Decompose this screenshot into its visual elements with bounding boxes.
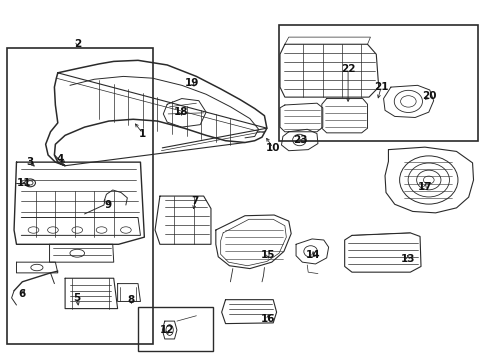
Text: 21: 21 — [374, 82, 389, 92]
Bar — [138, 307, 214, 351]
Text: 16: 16 — [261, 314, 275, 324]
Text: 1: 1 — [139, 129, 147, 139]
Text: 12: 12 — [160, 325, 174, 335]
Text: 7: 7 — [192, 197, 199, 206]
Text: 6: 6 — [19, 289, 26, 299]
Text: 3: 3 — [26, 157, 34, 167]
Text: 11: 11 — [17, 178, 31, 188]
Text: 10: 10 — [266, 143, 280, 153]
Text: 20: 20 — [422, 91, 437, 101]
Text: 17: 17 — [417, 182, 432, 192]
Text: 23: 23 — [293, 135, 307, 145]
Bar — [279, 24, 478, 141]
Text: 8: 8 — [127, 295, 134, 305]
Text: 9: 9 — [104, 200, 111, 210]
Text: 2: 2 — [74, 39, 81, 49]
Text: 5: 5 — [74, 293, 81, 303]
Bar — [7, 48, 152, 344]
Text: 22: 22 — [341, 64, 355, 74]
Text: 14: 14 — [306, 250, 320, 260]
Text: 18: 18 — [173, 107, 188, 117]
Text: 15: 15 — [261, 250, 275, 260]
Text: 13: 13 — [401, 253, 415, 264]
Text: 4: 4 — [56, 154, 64, 163]
Text: 19: 19 — [184, 78, 199, 88]
